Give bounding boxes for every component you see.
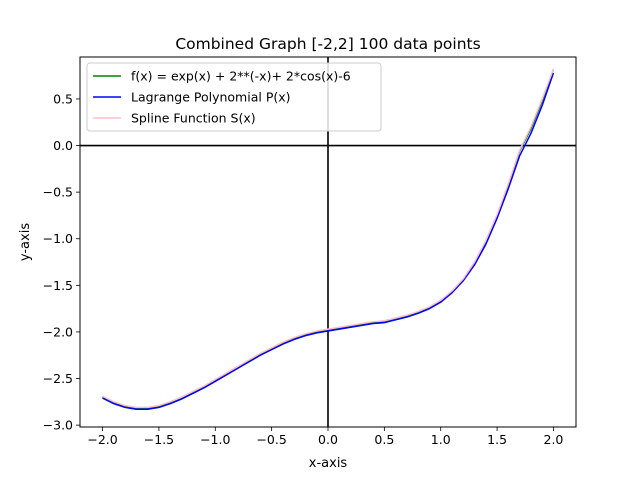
y-tick-label: −0.5 xyxy=(43,185,73,200)
x-tick-label: 1.5 xyxy=(487,432,507,447)
y-tick-label: 0.0 xyxy=(53,138,73,153)
x-tick-label: −0.5 xyxy=(256,432,286,447)
x-tick-label: −1.5 xyxy=(144,432,174,447)
y-tick-label: 0.5 xyxy=(53,91,73,106)
y-tick-label: −2.5 xyxy=(43,371,73,386)
series-line-2 xyxy=(102,68,555,409)
y-tick-label: −1.0 xyxy=(43,231,73,246)
x-tick-label: 1.0 xyxy=(431,432,451,447)
chart-title: Combined Graph [-2,2] 100 data points xyxy=(175,35,480,53)
legend-label-2: Spline Function S(x) xyxy=(131,111,256,126)
x-axis-label: x-axis xyxy=(309,456,348,471)
x-tick-label: 0.5 xyxy=(374,432,394,447)
y-axis-label: y-axis xyxy=(18,223,33,261)
x-tick-label: 2.0 xyxy=(544,432,564,447)
legend-label-1: Lagrange Polynomial P(x) xyxy=(131,90,291,105)
series-layer xyxy=(102,68,555,411)
y-tick-label: −3.0 xyxy=(43,418,73,433)
y-axis-ticks: −3.0 −2.5 −2.0 −1.5 −1.0 −0.5 0.0 0.5 xyxy=(43,91,80,433)
legend: f(x) = exp(x) + 2**(-x)+ 2*cos(x)-6 Lagra… xyxy=(86,62,382,132)
legend-entries: f(x) = exp(x) + 2**(-x)+ 2*cos(x)-6 Lagra… xyxy=(93,69,351,126)
y-tick-label: −2.0 xyxy=(43,324,73,339)
x-tick-label: −1.0 xyxy=(200,432,230,447)
series-line-1 xyxy=(102,72,555,411)
x-axis-ticks: −2.0 −1.5 −1.0 −0.5 0.0 0.5 1.0 1.5 2.0 xyxy=(87,427,563,447)
legend-box xyxy=(86,62,382,132)
y-tick-label: −1.5 xyxy=(43,278,73,293)
x-tick-label: −2.0 xyxy=(87,432,117,447)
legend-label-0: f(x) = exp(x) + 2**(-x)+ 2*cos(x)-6 xyxy=(131,69,351,84)
x-tick-label: 0.0 xyxy=(318,432,338,447)
